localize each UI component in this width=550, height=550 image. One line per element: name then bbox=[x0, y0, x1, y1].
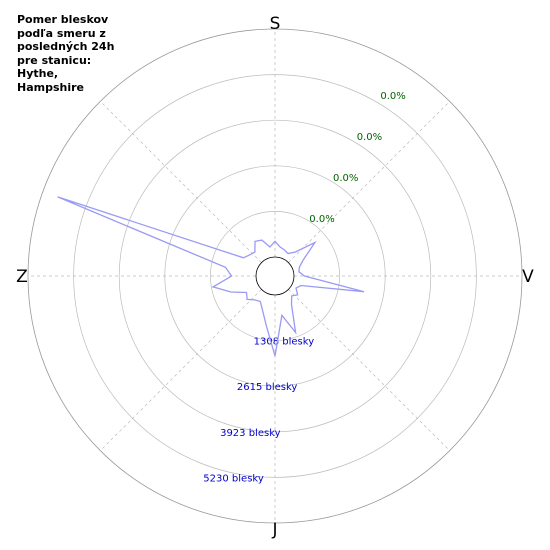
grid-ring bbox=[118, 119, 432, 433]
grid-ring bbox=[210, 211, 340, 341]
radial-grid-line bbox=[288, 101, 450, 263]
ring-label: 1308 blesky bbox=[254, 337, 315, 348]
percent-label: 0.0% bbox=[380, 91, 405, 102]
percent-label: 0.0% bbox=[309, 214, 334, 225]
outer-ring bbox=[27, 28, 523, 524]
percent-label: 0.0% bbox=[357, 132, 382, 143]
ring-label: 2615 blesky bbox=[237, 382, 298, 393]
series-line bbox=[57, 196, 365, 357]
direction-label: Z bbox=[16, 267, 28, 287]
center-hole bbox=[255, 256, 295, 296]
radial-grid-line bbox=[100, 289, 262, 451]
radial-grid-line bbox=[100, 101, 262, 263]
chart-title: Pomer bleskov podľa smeru z posledných 2… bbox=[17, 13, 115, 94]
direction-label: V bbox=[522, 267, 534, 287]
ring-label: 3923 blesky bbox=[220, 428, 281, 439]
percent-label: 0.0% bbox=[333, 173, 358, 184]
direction-label: S bbox=[270, 14, 281, 34]
ring-label: 5230 blesky bbox=[203, 473, 264, 484]
radial-grid-line bbox=[288, 289, 450, 451]
direction-label: J bbox=[271, 520, 277, 540]
